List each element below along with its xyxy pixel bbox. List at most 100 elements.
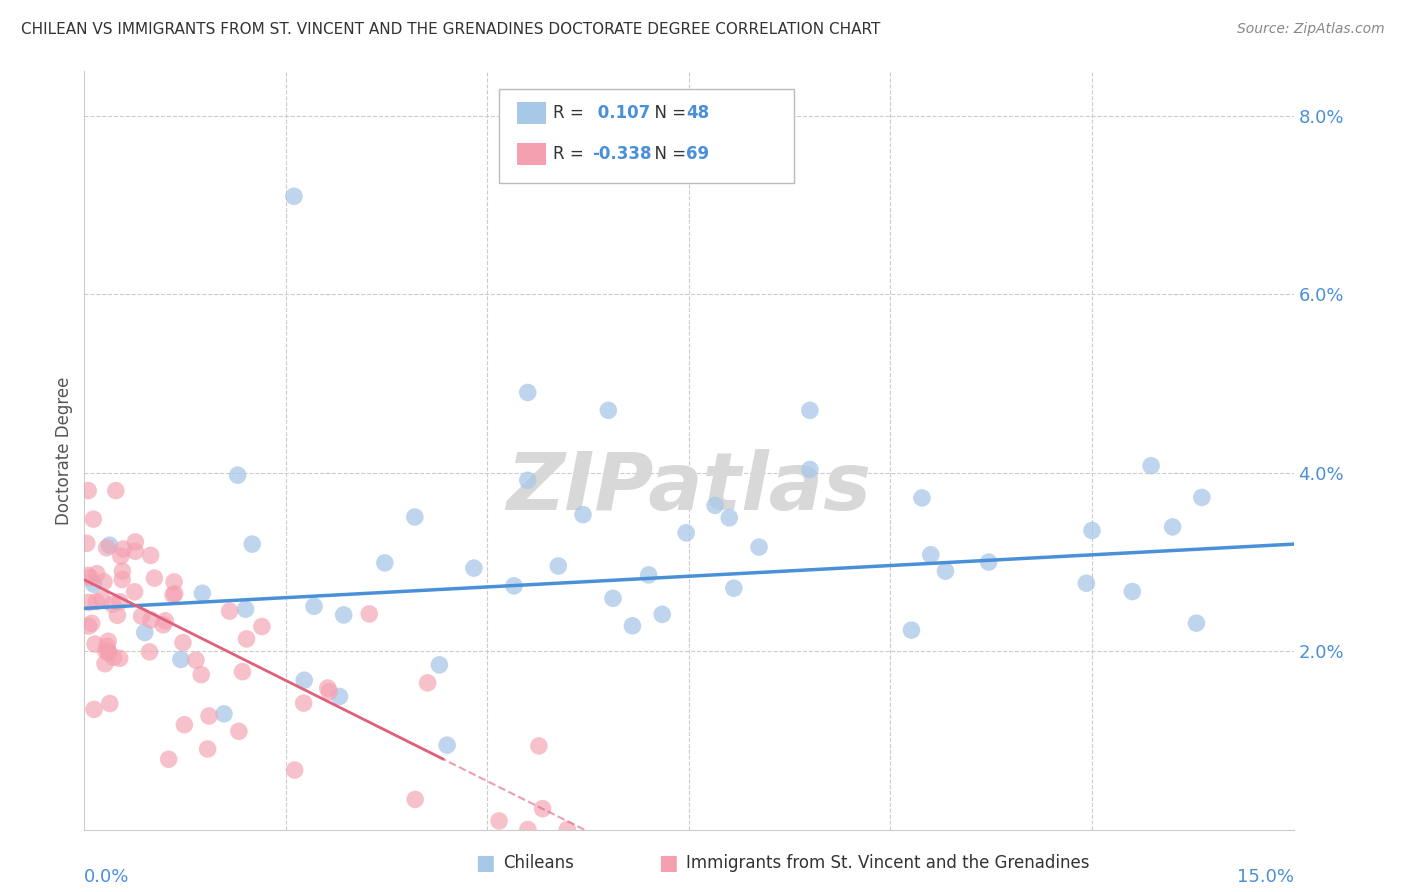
Point [900,623,922,637]
Point [316,681,339,695]
Text: N =: N = [644,145,692,163]
Point [138,645,160,659]
Point [91,592,114,607]
Point [374,556,396,570]
Point [527,739,550,753]
Point [1121,584,1143,599]
Point [404,792,426,806]
Point [235,602,257,616]
Point [429,657,451,672]
Point [637,568,659,582]
Point [86,566,108,581]
Point [404,510,426,524]
Point [799,462,821,476]
Point [93,574,115,589]
Point [77,483,100,498]
Point [231,665,253,679]
Point [96,541,118,555]
Y-axis label: Doctorate Degree: Doctorate Degree [55,376,73,524]
Point [1185,616,1208,631]
Point [240,537,263,551]
Point [197,742,219,756]
Point [84,637,107,651]
Point [103,650,125,665]
Point [284,763,307,777]
Text: Immigrants from St. Vincent and the Grenadines: Immigrants from St. Vincent and the Gren… [686,855,1090,872]
Point [97,645,120,659]
Point [516,473,538,487]
Text: ■: ■ [658,854,678,873]
Point [94,644,117,658]
Point [172,635,194,649]
Point [1081,524,1104,538]
Point [173,717,195,731]
Point [157,752,180,766]
Text: 48: 48 [686,104,709,122]
Text: 0.0%: 0.0% [84,869,129,887]
Point [516,822,538,837]
Text: 69: 69 [686,145,709,163]
Point [110,549,132,563]
Point [124,544,146,558]
Point [77,595,100,609]
Point [302,599,325,614]
Point [82,512,104,526]
Point [155,614,177,628]
Point [163,587,186,601]
Point [94,657,117,671]
Point [228,724,250,739]
Point [516,385,538,400]
Point [191,586,214,600]
Text: ■: ■ [475,854,495,873]
Point [1140,458,1163,473]
Point [226,468,249,483]
Point [436,738,458,752]
Point [292,696,315,710]
Point [139,613,162,627]
Point [108,595,131,609]
Point [332,607,354,622]
Point [602,591,624,606]
Point [139,549,162,563]
Point [1191,491,1213,505]
Point [416,676,439,690]
Point [748,540,770,554]
Point [359,607,381,621]
Point [218,604,240,618]
Point [1161,520,1184,534]
Point [598,403,620,417]
Point [1076,576,1098,591]
Point [84,595,107,609]
Point [651,607,673,622]
Point [170,652,193,666]
Text: Chileans: Chileans [503,855,574,872]
Point [198,709,221,723]
Text: 15.0%: 15.0% [1236,869,1294,887]
Point [96,639,118,653]
Point [212,706,235,721]
Point [934,564,956,578]
Point [723,581,745,595]
Point [704,499,727,513]
Point [488,814,510,828]
Text: R =: R = [553,104,589,122]
Point [124,584,146,599]
Point [76,536,98,550]
Point [163,574,186,589]
Point [83,577,105,591]
Point [76,568,98,582]
Point [292,673,315,688]
Point [920,548,942,562]
Point [162,588,184,602]
Point [108,651,131,665]
Text: 0.107: 0.107 [592,104,650,122]
Point [98,697,121,711]
Point [131,609,153,624]
Point [675,525,697,540]
Point [572,508,595,522]
Point [250,619,273,633]
Point [104,483,127,498]
Text: R =: R = [553,145,589,163]
Point [80,616,103,631]
Point [190,667,212,681]
